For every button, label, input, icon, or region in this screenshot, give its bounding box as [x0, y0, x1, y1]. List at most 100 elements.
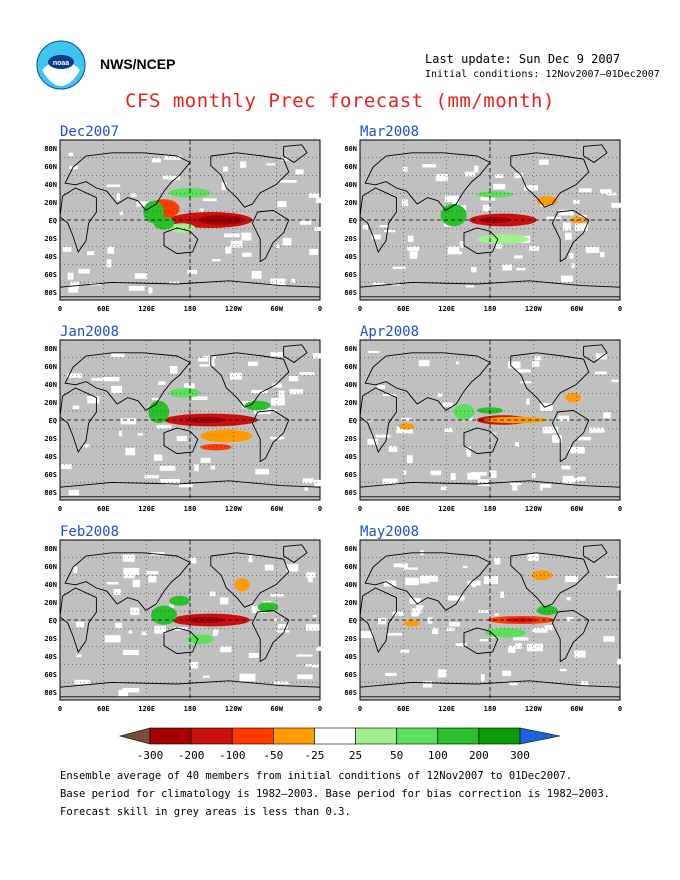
coastline — [59, 387, 97, 454]
lat-tick-label: 20S — [44, 235, 57, 243]
coastline — [551, 609, 590, 663]
coastline — [463, 627, 499, 655]
lat-tick-label: 20N — [44, 599, 57, 607]
low-skill-patch — [286, 564, 299, 572]
low-skill-patch — [383, 580, 397, 587]
lon-tick-label: 60E — [97, 705, 110, 713]
low-skill-patch — [471, 266, 477, 273]
lat-tick-label: 40N — [344, 381, 357, 389]
low-skill-patch — [220, 646, 232, 653]
lat-tick-label: EQ — [49, 417, 57, 425]
low-skill-patch — [411, 608, 422, 614]
low-skill-patch — [557, 415, 570, 422]
low-skill-patch — [224, 233, 240, 238]
lat-tick-label: 40S — [44, 453, 57, 461]
low-skill-patch — [523, 185, 538, 191]
low-skill-patch — [477, 479, 490, 487]
low-skill-patch — [515, 442, 520, 447]
low-skill-patch — [75, 621, 84, 628]
precip-anomaly — [536, 196, 558, 206]
colorbar-tick-label: 100 — [428, 749, 448, 762]
low-skill-patch — [270, 278, 286, 286]
low-skill-patch — [502, 670, 512, 677]
low-skill-patch — [190, 661, 198, 669]
low-skill-patch — [595, 353, 607, 360]
low-skill-patch — [277, 624, 288, 629]
low-skill-patch — [400, 649, 410, 653]
low-skill-patch — [176, 435, 187, 442]
lat-tick-label: EQ — [49, 217, 57, 225]
lat-tick-label: 80S — [344, 289, 357, 297]
low-skill-patch — [367, 350, 380, 353]
lon-tick-label: 0 — [318, 305, 322, 313]
low-skill-patch — [572, 478, 579, 482]
low-skill-patch — [107, 246, 115, 254]
low-skill-patch — [255, 468, 269, 475]
lat-tick-label: 20S — [344, 635, 357, 643]
lat-tick-label: EQ — [349, 617, 357, 625]
low-skill-patch — [520, 381, 532, 384]
low-skill-patch — [242, 252, 252, 257]
low-skill-patch — [466, 446, 471, 454]
low-skill-patch — [239, 673, 256, 682]
low-skill-patch — [403, 567, 418, 570]
low-skill-patch — [202, 198, 217, 202]
colorbar-segment — [437, 727, 480, 745]
low-skill-patch — [407, 246, 420, 251]
low-skill-patch — [270, 594, 284, 597]
lon-tick-label: 60E — [397, 505, 410, 513]
low-skill-patch — [277, 201, 287, 208]
low-skill-patch — [184, 383, 195, 389]
lon-tick-label: 60W — [270, 505, 283, 513]
footnote-base-period: Base period for climatology is 1982–2003… — [60, 788, 610, 800]
low-skill-patch — [199, 208, 204, 216]
lat-tick-label: 20N — [344, 399, 357, 407]
low-skill-patch — [546, 216, 561, 220]
low-skill-patch — [447, 595, 465, 601]
low-skill-patch — [74, 405, 78, 409]
panel-feb2008: Feb2008 80N 60N 40N 20N EQ 20S 40S 60S 80S 0 60E 120… — [44, 524, 325, 720]
low-skill-patch — [312, 353, 327, 357]
coastline — [59, 587, 97, 654]
low-skill-patch — [461, 205, 467, 211]
lat-tick-label: 40S — [344, 453, 357, 461]
low-skill-patch — [514, 173, 524, 179]
low-skill-patch — [367, 439, 379, 445]
lon-tick-label: 60E — [397, 305, 410, 313]
colorbar-tick-label: -100 — [219, 749, 246, 762]
low-skill-patch — [513, 637, 529, 641]
low-skill-patch — [526, 643, 543, 652]
low-skill-patch — [480, 674, 485, 682]
low-skill-patch — [169, 366, 178, 374]
low-skill-patch — [299, 372, 315, 376]
low-skill-patch — [450, 473, 456, 480]
low-skill-patch — [209, 591, 216, 597]
low-skill-patch — [240, 161, 247, 168]
low-skill-patch — [508, 645, 516, 654]
colorbar-segment — [273, 727, 315, 745]
low-skill-patch — [402, 166, 408, 172]
low-skill-patch — [203, 355, 217, 359]
noaa-logo: noaa — [36, 40, 86, 90]
low-skill-patch — [367, 419, 372, 422]
low-skill-patch — [464, 171, 476, 177]
page-title: CFS monthly Prec forecast (mm/month) — [125, 90, 555, 112]
low-skill-patch — [67, 373, 83, 378]
low-skill-patch — [565, 575, 578, 582]
colorbar-tick-label: -300 — [137, 749, 164, 762]
low-skill-patch — [74, 679, 91, 685]
low-skill-patch — [444, 195, 459, 203]
colorbar-tick-label: -25 — [305, 749, 325, 762]
low-skill-patch — [308, 193, 320, 198]
lon-tick-label: 60W — [570, 505, 583, 513]
low-skill-patch — [273, 681, 290, 685]
low-skill-patch — [516, 369, 531, 373]
low-skill-patch — [465, 285, 474, 288]
low-skill-patch — [379, 225, 390, 228]
precip-anomaly — [484, 628, 527, 638]
coastline — [359, 387, 397, 454]
colorbar-high-arrow — [519, 727, 561, 745]
lon-tick-label: 60E — [97, 305, 110, 313]
